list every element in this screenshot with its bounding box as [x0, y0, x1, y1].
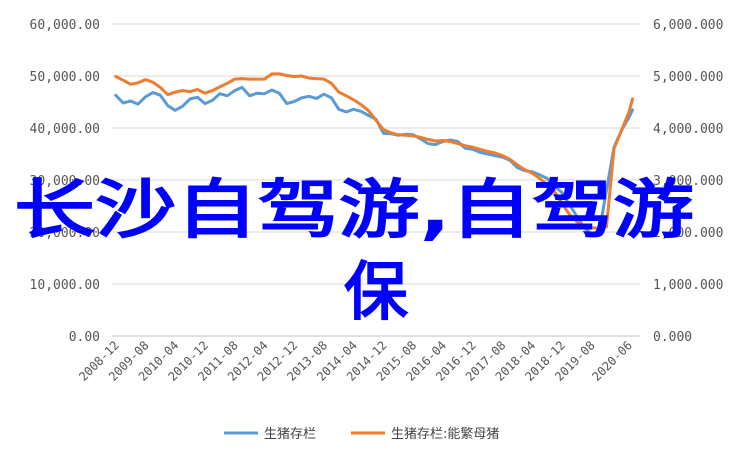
y-left-tick-label: 0.00 [69, 330, 100, 345]
y-axis-left: 0.00 10,000.00 20,000.00 30,000.00 40,000.00… [30, 18, 100, 345]
overlay-title-line2: 保 [344, 256, 409, 330]
y-right-tick-label: 1,000.000 [653, 278, 723, 293]
y-right-tick-label: 2,000.000 [653, 226, 723, 241]
y-axis-right: 0.000 1,000.000 2,000.000 3,000.000 4,000.00… [653, 18, 723, 345]
y-right-tick-label: 6,000.000 [653, 18, 723, 33]
y-left-tick-label: 30,000.00 [30, 174, 100, 189]
y-right-tick-label: 5,000.000 [653, 70, 723, 85]
legend: 生猪存栏 生猪存栏:能繁母猪 [224, 426, 499, 442]
y-right-tick-label: 4,000.000 [653, 122, 723, 137]
y-right-tick-label: 3,000.000 [653, 174, 723, 189]
overlay-title-line1: 长沙自驾游,自驾游 [14, 174, 694, 248]
y-left-tick-label: 10,000.00 [30, 278, 100, 293]
legend-label-breeding-sows: 生猪存栏:能繁母猪 [391, 426, 499, 442]
overlay-text-group: 长沙自驾游,自驾游 保 [14, 174, 694, 330]
y-left-tick-label: 40,000.00 [30, 122, 100, 137]
y-left-tick-label: 60,000.00 [30, 18, 100, 33]
series-line-1 [114, 72, 635, 230]
gridlines [112, 23, 640, 337]
y-left-tick-label: 20,000.00 [30, 226, 100, 241]
y-left-tick-label: 50,000.00 [30, 70, 100, 85]
legend-label-pig-stock: 生猪存栏 [264, 427, 316, 442]
y-right-tick-label: 0.000 [653, 330, 692, 345]
series-layer [114, 72, 635, 236]
